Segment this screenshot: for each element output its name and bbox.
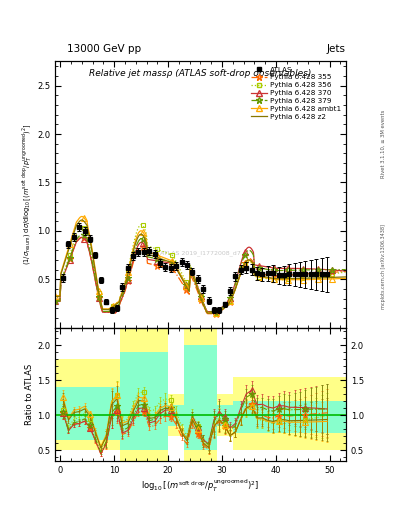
- Legend: ATLAS, Pythia 6.428 355, Pythia 6.428 356, Pythia 6.428 370, Pythia 6.428 379, P: ATLAS, Pythia 6.428 355, Pythia 6.428 35…: [250, 65, 342, 121]
- Y-axis label: Ratio to ATLAS: Ratio to ATLAS: [25, 364, 34, 425]
- Text: mcplots.cern.ch [arXiv:1306.3438]: mcplots.cern.ch [arXiv:1306.3438]: [381, 224, 386, 309]
- X-axis label: $\log_{10}[(m^{\rm soft\ drop}/p_T^{\rm ungroomed})^2]$: $\log_{10}[(m^{\rm soft\ drop}/p_T^{\rm …: [141, 477, 259, 494]
- Y-axis label: $(1/\sigma_{\rm resum})\ \mathrm{d}\sigma/\mathrm{d}\log_{10}[(m^{\rm soft\ drop: $(1/\sigma_{\rm resum})\ \mathrm{d}\sigm…: [21, 124, 34, 265]
- Text: ATLAS 2019_I1772008_d7: ATLAS 2019_I1772008_d7: [160, 250, 241, 256]
- Text: 13000 GeV pp: 13000 GeV pp: [67, 44, 141, 54]
- Text: Jets: Jets: [327, 44, 346, 54]
- Text: Rivet 3.1.10, ≥ 3M events: Rivet 3.1.10, ≥ 3M events: [381, 109, 386, 178]
- Text: Relative jet massρ (ATLAS soft-drop observables): Relative jet massρ (ATLAS soft-drop obse…: [89, 70, 312, 78]
